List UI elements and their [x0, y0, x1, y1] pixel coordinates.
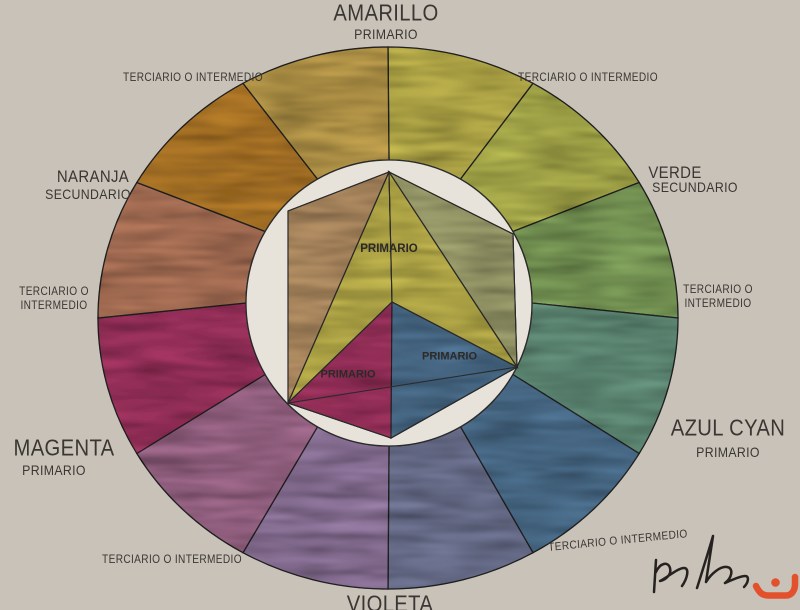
svg-text:PRIMARIO: PRIMARIO: [422, 351, 477, 363]
svg-text:PRIMARIO: PRIMARIO: [321, 369, 376, 381]
svg-text:PRIMARIO: PRIMARIO: [360, 243, 418, 255]
